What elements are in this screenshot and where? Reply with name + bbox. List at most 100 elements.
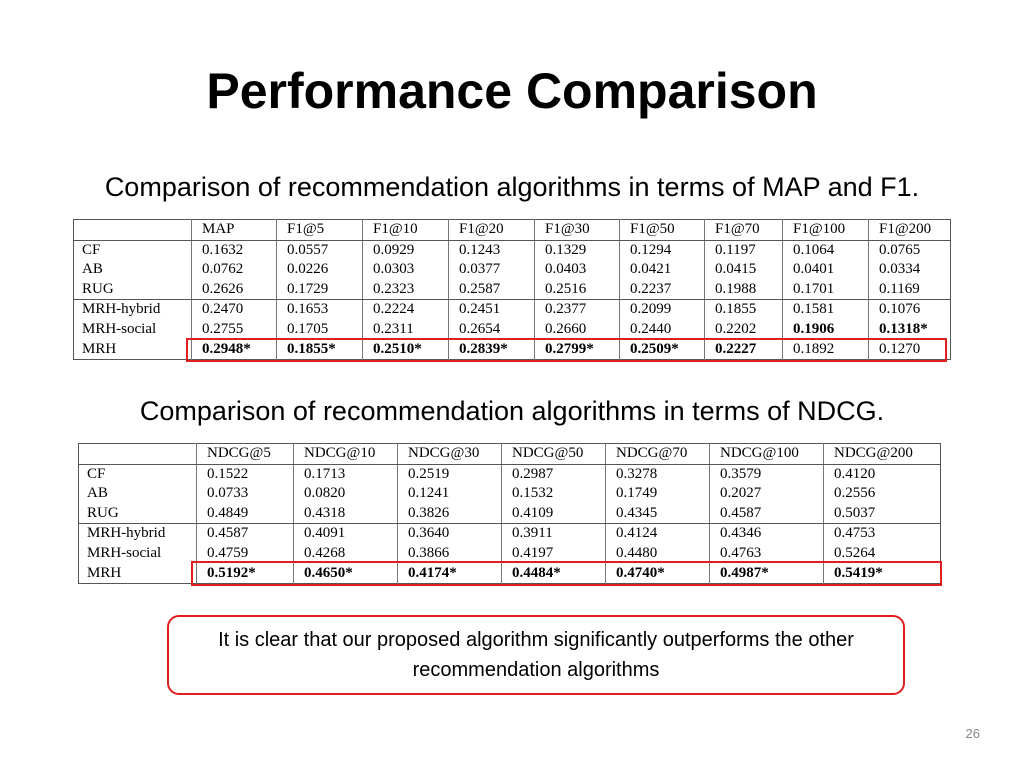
table-cell: 0.2440 <box>619 319 705 340</box>
table-cell: 0.2556 <box>823 484 941 504</box>
table-cell: 0.1749 <box>605 484 710 504</box>
row-label: CF <box>87 465 106 482</box>
table-cell: 0.3866 <box>397 543 502 564</box>
table-cell: 0.0334 <box>868 260 951 280</box>
table-cell: 0.1076 <box>868 299 951 320</box>
table-cell: 0.1701 <box>782 279 869 301</box>
table-cell: 0.0762 <box>191 260 277 280</box>
table-row: RUG 0.2626 0.1729 0.2323 0.2587 0.2516 0… <box>73 279 951 301</box>
table-cell: 0.1318* <box>868 319 951 340</box>
table-cell: 0.0303 <box>362 260 449 280</box>
table-cell: 0.2799* <box>534 339 620 360</box>
table-row: RUG 0.4849 0.4318 0.3826 0.4109 0.4345 0… <box>78 503 941 525</box>
table-cell: 0.2519 <box>397 464 502 485</box>
table-cell: 0.1522 <box>196 464 294 485</box>
table-cell: 0.4587 <box>196 523 294 544</box>
table-cell: 0.2987 <box>501 464 606 485</box>
table-cell: 0.4318 <box>293 503 398 525</box>
table-row: CF 0.1522 0.1713 0.2519 0.2987 0.3278 0.… <box>79 464 941 485</box>
header-cell: NDCG@70 <box>605 443 710 465</box>
header-cell <box>78 443 197 465</box>
table-cell: 0.3278 <box>605 464 710 485</box>
table-cell: 0.4197 <box>501 543 606 564</box>
row-label: MRH-hybrid <box>87 525 166 542</box>
row-label: RUG <box>73 279 192 301</box>
mrh-row-highlight-box <box>191 561 942 586</box>
table-cell: 0.2516 <box>534 279 620 301</box>
table-cell: 0.0377 <box>448 260 535 280</box>
table-cell: 0.3640 <box>397 523 502 544</box>
table-cell: 0.4174* <box>397 563 502 584</box>
caption-f1-table: Comparison of recommendation algorithms … <box>104 172 920 202</box>
f1-results-table: MAP F1@5 F1@10 F1@20 F1@30 F1@50 F1@70 F… <box>73 219 951 361</box>
table-row: MRH 0.5192* 0.4650* 0.4174* 0.4484* 0.47… <box>79 563 941 584</box>
table-cell: 0.4987* <box>709 563 824 584</box>
table-header-row: MAP F1@5 F1@10 F1@20 F1@30 F1@50 F1@70 F… <box>73 219 951 241</box>
table-cell: 0.3579 <box>709 464 824 485</box>
table-cell: 0.0820 <box>293 484 398 504</box>
table-cell: 0.1705 <box>276 319 363 340</box>
table-cell: 0.5264 <box>823 543 941 564</box>
table-cell: 0.4753 <box>823 523 941 544</box>
table-cell: 0.4268 <box>293 543 398 564</box>
table-cell: 0.0929 <box>362 240 449 261</box>
table-row: CF 0.1632 0.0557 0.0929 0.1243 0.1329 0.… <box>74 240 951 261</box>
table-cell: 0.4587 <box>709 503 824 525</box>
table-cell: 0.0421 <box>619 260 705 280</box>
table-row: AB 0.0762 0.0226 0.0303 0.0377 0.0403 0.… <box>74 260 951 280</box>
table-cell: 0.0401 <box>782 260 869 280</box>
table-cell: 0.3911 <box>501 523 606 544</box>
header-cell: NDCG@50 <box>501 443 606 465</box>
table-cell: 0.2377 <box>534 299 620 320</box>
table-cell: 0.1064 <box>782 240 869 261</box>
slide-title: Performance Comparison <box>206 63 818 119</box>
row-label: CF <box>82 241 101 258</box>
row-label: MRH-social <box>82 320 157 337</box>
conclusion-text: It is clear that our proposed algorithm … <box>218 629 854 681</box>
table-cell: 0.0765 <box>868 240 951 261</box>
table-cell: 0.1169 <box>868 279 951 301</box>
table-cell: 0.1329 <box>534 240 620 261</box>
table-cell: 0.2839* <box>448 339 535 360</box>
table-cell: 0.0733 <box>196 484 294 504</box>
row-label: AB <box>82 261 103 278</box>
table-cell: 0.2755 <box>191 319 277 340</box>
header-cell <box>73 219 192 241</box>
table-cell: 0.4759 <box>196 543 294 564</box>
header-cell: F1@10 <box>362 219 449 241</box>
table-row: MRH-hybrid 0.4587 0.4091 0.3640 0.3911 0… <box>79 523 941 544</box>
table-cell: 0.1197 <box>704 240 783 261</box>
table-cell: 0.4091 <box>293 523 398 544</box>
row-label: RUG <box>78 503 197 525</box>
table-cell: 0.2099 <box>619 299 705 320</box>
table-cell: 0.4109 <box>501 503 606 525</box>
header-cell: NDCG@200 <box>823 443 941 465</box>
table-cell: 0.1532 <box>501 484 606 504</box>
table-cell: 0.1855 <box>704 299 783 320</box>
table-cell: 0.2227 <box>704 339 783 360</box>
table-cell: 0.2224 <box>362 299 449 320</box>
table-cell: 0.5192* <box>196 563 294 584</box>
table-cell: 0.2202 <box>704 319 783 340</box>
header-cell: F1@5 <box>276 219 363 241</box>
table-row: MRH-social 0.4759 0.4268 0.3866 0.4197 0… <box>79 543 941 564</box>
table-cell: 0.0403 <box>534 260 620 280</box>
table-cell: 0.0557 <box>276 240 363 261</box>
header-cell: F1@30 <box>534 219 620 241</box>
table-cell: 0.4480 <box>605 543 710 564</box>
mrh-row-highlight-box <box>186 338 947 362</box>
table-cell: 0.1855* <box>276 339 363 360</box>
table-cell: 0.2660 <box>534 319 620 340</box>
table-cell: 0.4484* <box>501 563 606 584</box>
row-label: MRH <box>87 564 122 581</box>
page-number: 26 <box>965 726 980 741</box>
table-cell: 0.0415 <box>704 260 783 280</box>
table-cell: 0.1632 <box>191 240 277 261</box>
table-cell: 0.1581 <box>782 299 869 320</box>
header-cell: F1@70 <box>704 219 783 241</box>
header-cell: NDCG@30 <box>397 443 502 465</box>
table-cell: 0.5037 <box>823 503 941 525</box>
table-cell: 0.4740* <box>605 563 710 584</box>
table-cell: 0.2948* <box>191 339 277 360</box>
table-cell: 0.4345 <box>605 503 710 525</box>
